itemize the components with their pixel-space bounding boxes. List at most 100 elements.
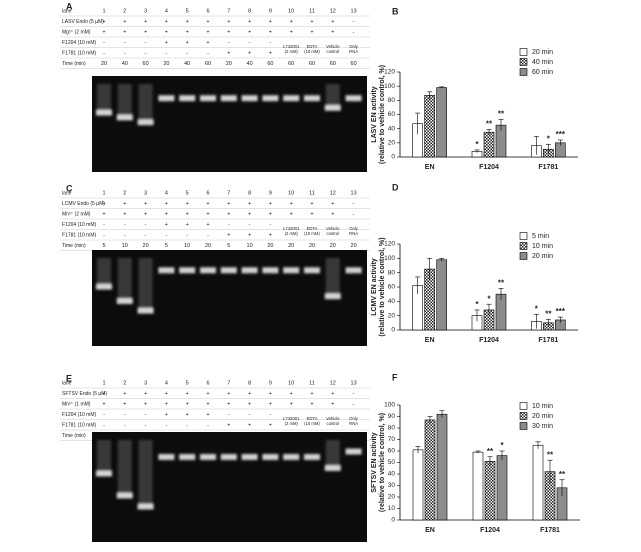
- y-axis-label: (relative to vehicle control, %): [379, 413, 386, 512]
- cell-text: 9: [269, 190, 272, 196]
- y-axis-label: (relative to vehicle control, %): [379, 237, 386, 336]
- cell-text: -: [124, 232, 126, 238]
- cell-text: +: [310, 401, 313, 407]
- gel-band: [345, 267, 362, 274]
- cell-text: +: [310, 201, 313, 207]
- cell-text: +: [269, 29, 272, 35]
- cell-text: 2: [123, 190, 126, 196]
- y-tick-label: 60: [388, 284, 396, 291]
- cell-text: 7: [227, 8, 230, 14]
- cell-text: Vehicle: [326, 226, 340, 231]
- gel-smear: [325, 258, 340, 298]
- cell-text: -: [103, 50, 105, 56]
- cell-text: +: [269, 19, 272, 25]
- cell-text: 5: [186, 8, 189, 14]
- y-axis-label: LCMV EN activity: [371, 258, 378, 316]
- cell-text: +: [186, 29, 189, 35]
- gel-band: [179, 454, 196, 460]
- row-label: LCMV Endo (5 µM): [62, 201, 105, 207]
- cell-text: 6: [206, 8, 209, 14]
- cell-text: -: [353, 201, 355, 207]
- cell-text: 20: [309, 243, 315, 249]
- gel-band: [116, 298, 133, 304]
- cell-text: +: [165, 19, 168, 25]
- gel-smear: [97, 258, 111, 288]
- gel-band: [96, 283, 112, 290]
- cell-text: +: [290, 201, 293, 207]
- gel-band: [345, 448, 362, 455]
- cell-text: -: [145, 40, 147, 46]
- y-tick-label: 0: [391, 154, 395, 161]
- cell-text: 11: [309, 380, 315, 386]
- cell-text: +: [331, 211, 334, 217]
- y-tick-label: 120: [384, 69, 395, 76]
- cell-text: L742001: [283, 226, 300, 231]
- legend-swatch: [519, 48, 528, 56]
- y-tick-label: 80: [388, 97, 396, 104]
- row-label: SFTSV Endo (5 µM): [62, 391, 107, 397]
- cell-text: -: [228, 40, 230, 46]
- gel-bands: [96, 258, 362, 314]
- gel-band: [200, 454, 216, 460]
- x-tick-label: F1204: [480, 527, 500, 534]
- gel-band: [116, 492, 133, 499]
- cell-text: +: [123, 29, 126, 35]
- y-tick-label: 100: [384, 255, 395, 262]
- cell-text: +: [144, 19, 147, 25]
- bar: [436, 259, 447, 331]
- cell-text: +: [165, 201, 168, 207]
- cell-text: 5: [227, 243, 230, 249]
- cell-text: +: [123, 211, 126, 217]
- cell-text: 9: [269, 380, 272, 386]
- row-label: Time (min): [62, 243, 86, 249]
- cell-text: -: [207, 50, 209, 56]
- cell-text: 40: [184, 61, 190, 67]
- gel-band: [158, 95, 175, 102]
- legend-label: 40 min: [532, 59, 553, 66]
- cell-text: +: [331, 401, 334, 407]
- gel-smear: [325, 440, 340, 469]
- cell-text: 12: [330, 190, 336, 196]
- gel-band: [200, 267, 216, 274]
- significance: *: [535, 304, 539, 313]
- y-tick-label: 50: [388, 459, 396, 466]
- gel-band: [345, 95, 362, 102]
- cell-text: +: [227, 19, 230, 25]
- cell-text: 4: [165, 380, 168, 386]
- cell-text: 5: [102, 243, 105, 249]
- cell-text: +: [269, 201, 272, 207]
- gel-band: [324, 293, 341, 300]
- cell-text: +: [165, 391, 168, 397]
- cell-text: 10: [247, 243, 253, 249]
- cell-text: +: [310, 19, 313, 25]
- significance: *: [475, 300, 479, 309]
- gel-band: [324, 465, 341, 471]
- cell-text: +: [227, 29, 230, 35]
- cell-text: +: [123, 391, 126, 397]
- legend-swatch: [519, 252, 528, 260]
- gel-band: [262, 267, 279, 274]
- legend-label: 20 min: [532, 253, 553, 260]
- cell-text: 60: [205, 61, 211, 67]
- cell-text: 10: [288, 8, 294, 14]
- cell-text: +: [227, 422, 230, 428]
- cell-text: +: [186, 222, 189, 228]
- y-tick-label: 10: [388, 505, 396, 512]
- cell-text: +: [269, 211, 272, 217]
- cell-text: (10 mM): [304, 421, 320, 426]
- y-tick-label: 90: [388, 413, 396, 420]
- significance: *: [547, 134, 551, 143]
- significance: **: [545, 309, 552, 318]
- cell-text: -: [228, 222, 230, 228]
- cell-text: +: [102, 19, 105, 25]
- gel-band: [324, 104, 341, 111]
- cell-text: +: [102, 29, 105, 35]
- row-label: F1781 (10 mM): [62, 232, 97, 238]
- cell-text: +: [206, 40, 209, 46]
- legend-label: 5 min: [532, 233, 549, 240]
- cell-text: control: [327, 421, 340, 426]
- cell-text: -: [165, 232, 167, 238]
- cell-text: +: [165, 211, 168, 217]
- gel-band: [137, 119, 154, 126]
- cell-text: -: [124, 40, 126, 46]
